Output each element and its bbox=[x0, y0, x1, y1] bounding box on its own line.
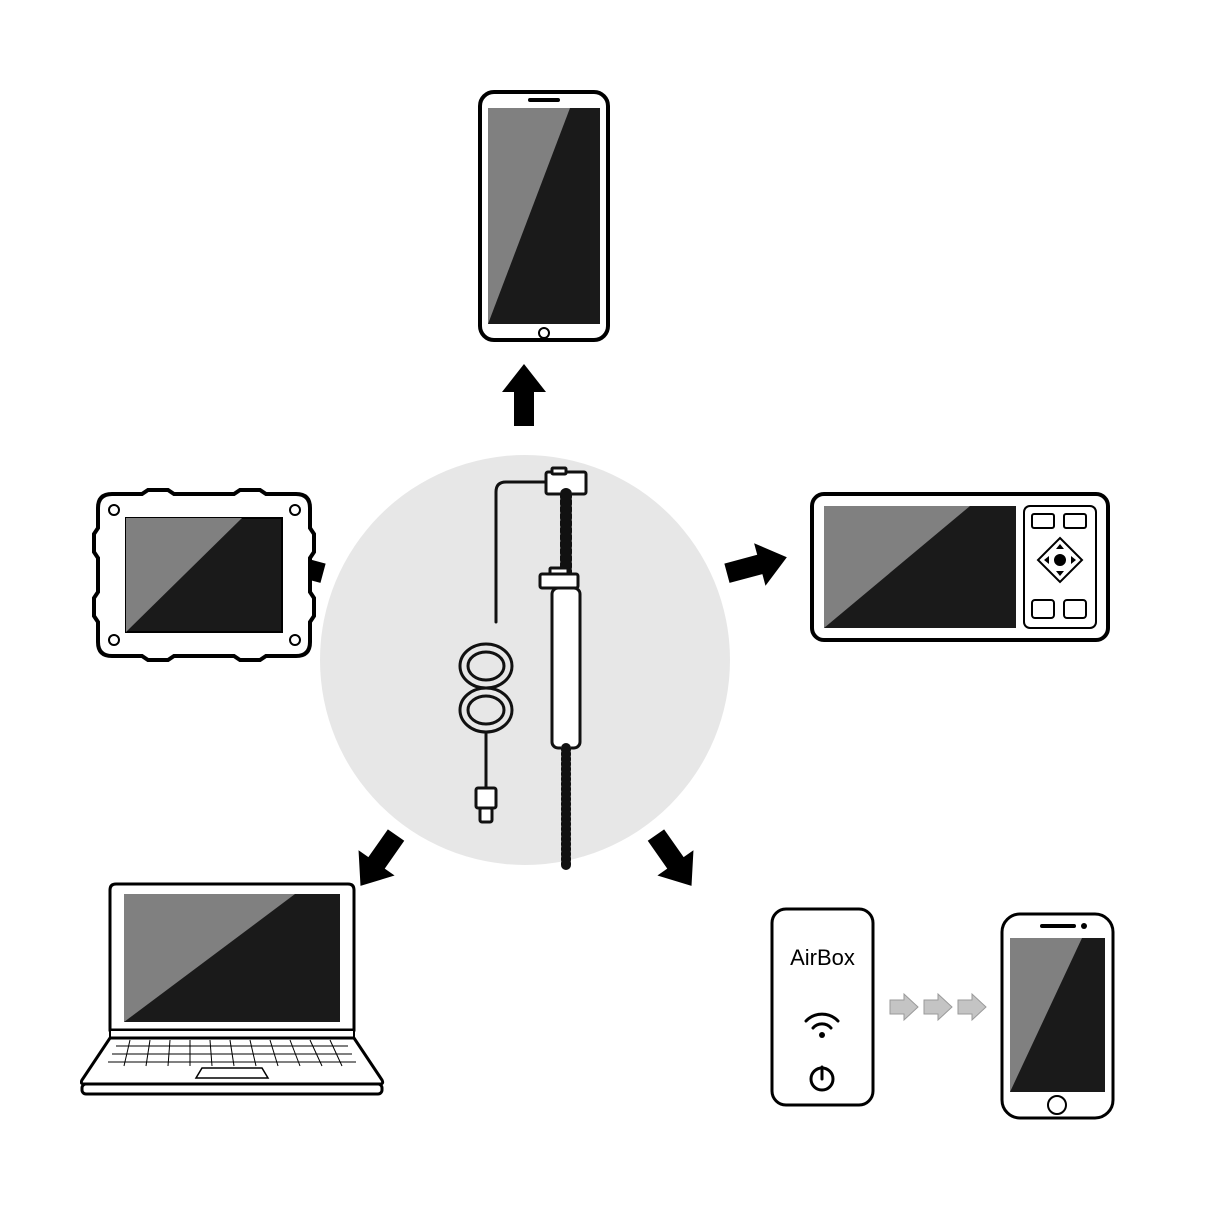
laptop-icon bbox=[80, 880, 385, 1105]
arrow-down-right-icon bbox=[638, 822, 710, 898]
connectivity-diagram: AirBox bbox=[0, 0, 1214, 1214]
rugged-tablet-icon bbox=[92, 488, 317, 663]
small-arrows-icon bbox=[886, 990, 996, 1024]
handheld-monitor-icon bbox=[810, 492, 1110, 642]
airbox-icon bbox=[770, 907, 875, 1107]
arrow-right-icon bbox=[721, 536, 792, 595]
iphone-icon bbox=[1000, 912, 1115, 1122]
arrow-up-icon bbox=[502, 364, 546, 426]
smartphone-icon bbox=[478, 90, 610, 345]
airbox-label: AirBox bbox=[770, 945, 875, 971]
